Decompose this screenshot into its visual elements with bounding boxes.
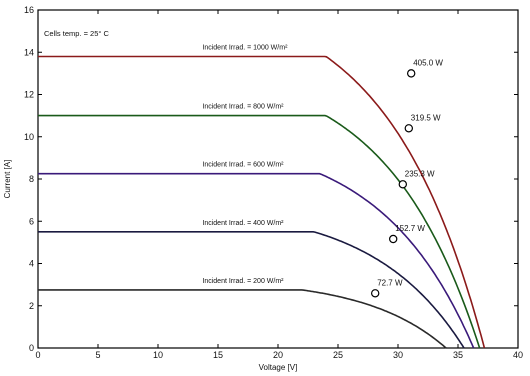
y-tick-label: 0: [29, 343, 34, 353]
mpp-marker: [398, 180, 407, 189]
x-tick-label: 40: [513, 350, 523, 360]
iv-curve: [38, 289, 447, 349]
y-tick-label: 8: [29, 174, 34, 184]
mpp-power-label: 72.7 W: [377, 278, 403, 287]
x-tick-label: 25: [333, 350, 343, 360]
y-tick-label: 2: [29, 301, 34, 311]
x-tick-label: 10: [153, 350, 163, 360]
mpp-marker: [389, 234, 398, 244]
y-tick-label: 16: [24, 5, 34, 15]
mpp-power-label: 405.0 W: [413, 58, 443, 67]
x-tick-label: 35: [453, 350, 463, 360]
y-tick-label: 6: [29, 216, 34, 226]
axes: 0 5 10 15 20 25 30 35 40 0 2 4 6 8 10 12 14 16: [24, 5, 523, 360]
x-tick-label: 0: [35, 350, 40, 360]
iv-curve: [38, 231, 465, 349]
y-tick-label: 4: [29, 259, 34, 269]
mpp-power-label: 152.7 W: [395, 224, 425, 233]
x-tick-label: 5: [95, 350, 100, 360]
series-label: Incident Irrad. = 1000 W/m²: [202, 44, 288, 51]
iv-curve: [38, 55, 486, 349]
mpp-marker: [371, 289, 380, 298]
iv-curve: [38, 114, 481, 349]
series-label: Incident Irrad. = 200 W/m²: [202, 278, 284, 285]
y-axis-title: Current [A]: [3, 160, 12, 199]
series-label: Incident Irrad. = 600 W/m²: [202, 162, 284, 169]
y-tick-label: 14: [24, 47, 34, 57]
iv-curve: [38, 172, 475, 349]
labels: Incident Irrad. = 1000 W/m² 405.0 W Incide…: [202, 44, 443, 298]
temperature-note: Cells temp. = 25° C: [44, 29, 109, 38]
x-tick-label: 20: [273, 350, 283, 360]
mpp-power-label: 235.3 W: [405, 169, 435, 178]
mpp-marker: [407, 69, 416, 78]
curves: [38, 55, 486, 349]
series-label: Incident Irrad. = 800 W/m²: [202, 104, 284, 111]
x-tick-label: 15: [213, 350, 223, 360]
x-axis-title: Voltage [V]: [259, 363, 298, 372]
series-label: Incident Irrad. = 400 W/m²: [202, 220, 284, 227]
x-tick-label: 30: [393, 350, 403, 360]
mpp-power-label: 319.5 W: [411, 113, 441, 122]
plot-frame: [37, 9, 519, 349]
y-tick-label: 12: [24, 90, 34, 100]
mpp-marker: [404, 124, 413, 133]
y-tick-label: 10: [24, 132, 34, 142]
